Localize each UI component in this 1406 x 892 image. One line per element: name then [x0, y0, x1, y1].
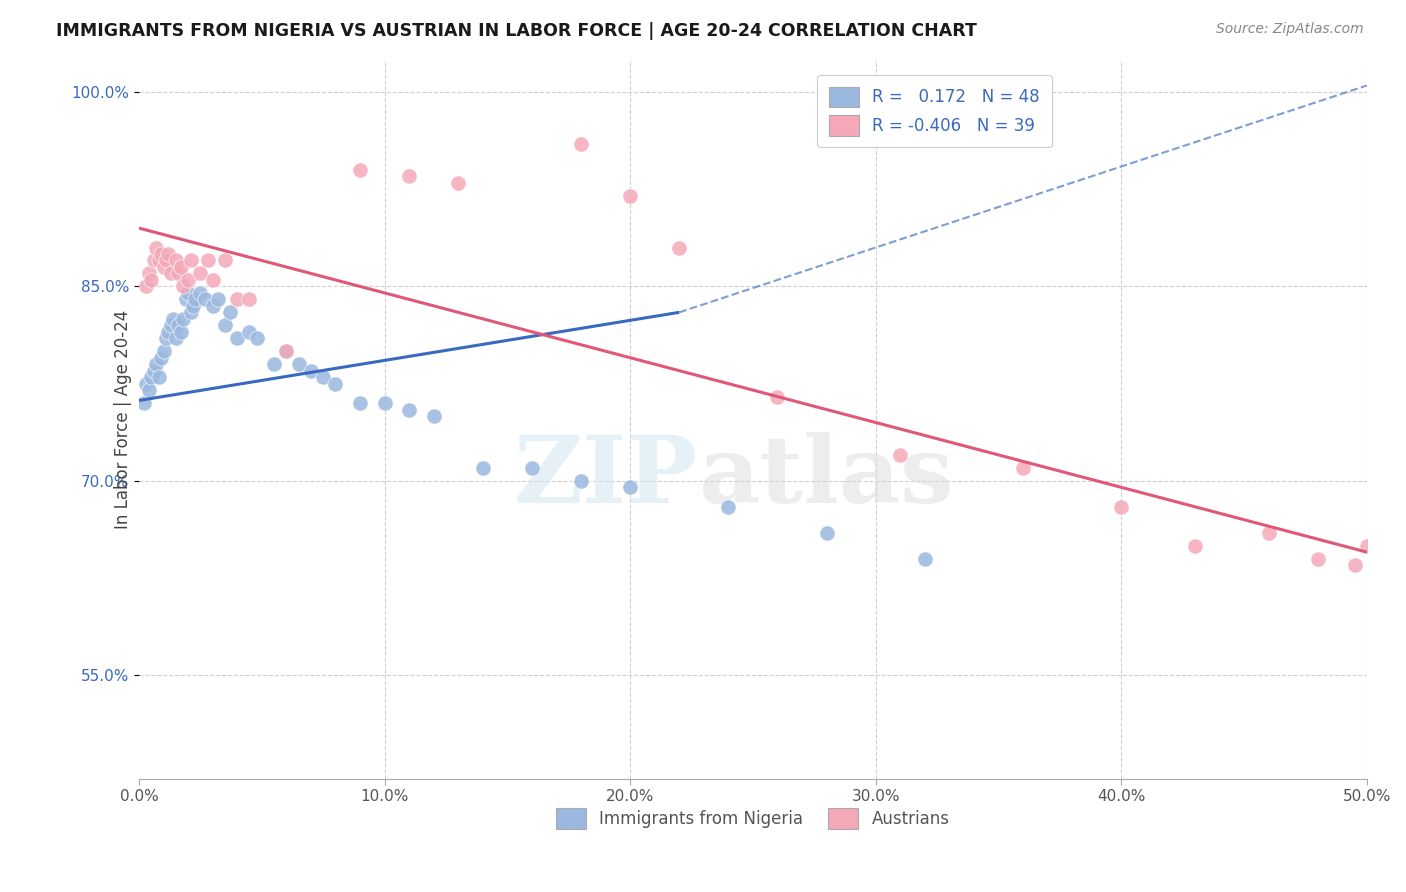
Point: [142, 253, 165, 268]
Point: [177, 285, 200, 300]
Point: [165, 331, 187, 345]
Point: [815, 525, 838, 540]
Point: [188, 267, 211, 281]
Point: [160, 318, 183, 333]
Legend: Immigrants from Nigeria, Austrians: Immigrants from Nigeria, Austrians: [550, 802, 956, 835]
Point: [150, 351, 173, 365]
Point: [1257, 525, 1279, 540]
Point: [145, 240, 167, 254]
Point: [1343, 558, 1365, 572]
Point: [180, 253, 202, 268]
Point: [349, 396, 371, 410]
Point: [150, 247, 173, 261]
Point: [619, 480, 641, 494]
Point: [141, 370, 163, 384]
Point: [276, 344, 298, 359]
Point: [167, 267, 190, 281]
Point: [717, 500, 740, 514]
Point: [1306, 551, 1329, 566]
Point: [170, 325, 193, 339]
Point: [188, 285, 211, 300]
Point: [349, 162, 371, 177]
Point: [373, 396, 395, 410]
Point: [201, 299, 224, 313]
Point: [520, 461, 543, 475]
Point: [263, 357, 285, 371]
Point: [226, 293, 249, 307]
Point: [157, 247, 180, 261]
Point: [619, 188, 641, 202]
Point: [142, 364, 165, 378]
Point: [172, 279, 194, 293]
Point: [207, 293, 229, 307]
Point: [246, 331, 269, 345]
Point: [201, 273, 224, 287]
Point: [325, 376, 347, 391]
Point: [141, 273, 163, 287]
Point: [218, 305, 240, 319]
Point: [174, 293, 197, 307]
Point: [145, 357, 167, 371]
Point: [914, 551, 936, 566]
Point: [157, 325, 180, 339]
Point: [155, 331, 177, 345]
Point: [162, 311, 184, 326]
Point: [668, 240, 690, 254]
Point: [447, 176, 470, 190]
Point: [226, 331, 249, 345]
Point: [148, 370, 170, 384]
Point: [184, 293, 207, 307]
Point: [160, 267, 183, 281]
Point: [180, 305, 202, 319]
Point: [1109, 500, 1132, 514]
Point: [422, 409, 444, 423]
Point: [214, 253, 236, 268]
Text: IMMIGRANTS FROM NIGERIA VS AUSTRIAN IN LABOR FORCE | AGE 20-24 CORRELATION CHART: IMMIGRANTS FROM NIGERIA VS AUSTRIAN IN L…: [56, 22, 977, 40]
Text: ZIP: ZIP: [513, 432, 697, 522]
Point: [766, 390, 789, 404]
Point: [152, 344, 174, 359]
Text: Source: ZipAtlas.com: Source: ZipAtlas.com: [1216, 22, 1364, 37]
Point: [181, 299, 204, 313]
Point: [135, 279, 157, 293]
Point: [1184, 539, 1206, 553]
Point: [172, 311, 194, 326]
Text: atlas: atlas: [697, 432, 953, 522]
Y-axis label: In Labor Force | Age 20-24: In Labor Force | Age 20-24: [114, 310, 132, 529]
Point: [148, 253, 170, 268]
Point: [138, 383, 160, 397]
Point: [135, 376, 157, 391]
Point: [1012, 461, 1035, 475]
Point: [889, 448, 911, 462]
Point: [167, 318, 190, 333]
Point: [1355, 539, 1378, 553]
Point: [132, 396, 155, 410]
Point: [398, 169, 420, 184]
Point: [238, 293, 260, 307]
Point: [287, 357, 309, 371]
Point: [398, 402, 420, 417]
Point: [569, 136, 592, 151]
Point: [299, 364, 322, 378]
Point: [170, 260, 193, 274]
Point: [165, 253, 187, 268]
Point: [312, 370, 335, 384]
Point: [138, 267, 160, 281]
Point: [214, 318, 236, 333]
Point: [155, 253, 177, 268]
Point: [238, 325, 260, 339]
Point: [152, 260, 174, 274]
Point: [471, 461, 494, 475]
Point: [197, 253, 219, 268]
Point: [194, 293, 217, 307]
Point: [569, 474, 592, 488]
Point: [177, 273, 200, 287]
Point: [276, 344, 298, 359]
